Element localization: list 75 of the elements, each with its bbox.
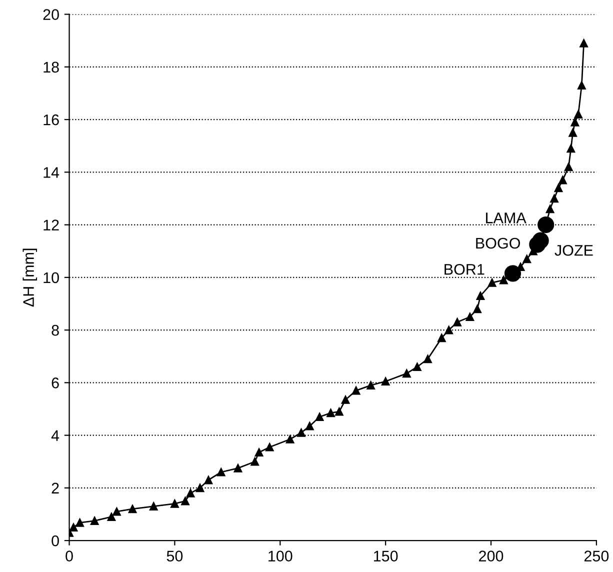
point: [564, 162, 573, 172]
point: [112, 507, 121, 516]
point: [578, 81, 586, 90]
point: [305, 422, 314, 430]
point: [297, 428, 306, 437]
point: [550, 194, 558, 203]
x-tick-label: 100: [268, 550, 292, 562]
point: [335, 407, 344, 416]
y-tick-label: 14: [44, 167, 60, 178]
point: [500, 276, 508, 284]
x-tick-label: 50: [166, 550, 183, 562]
y-tick-label: 4: [51, 430, 60, 441]
point: [69, 523, 78, 532]
y-tick-label: 2: [52, 482, 59, 494]
point: [381, 377, 390, 386]
point: [438, 334, 446, 342]
point: [107, 512, 116, 522]
point: [504, 265, 522, 282]
point: [76, 518, 84, 527]
point: [315, 412, 324, 422]
point: [444, 326, 454, 334]
point: [558, 176, 567, 184]
x-tick-label: 200: [479, 550, 504, 562]
point: [466, 312, 474, 322]
point: [149, 502, 158, 510]
point: [234, 464, 242, 472]
point: [186, 489, 195, 498]
y-tick-label: 6: [52, 378, 59, 388]
x-tick-label: 250: [584, 550, 609, 562]
point: [265, 442, 274, 452]
point: [90, 516, 99, 525]
point: [196, 484, 204, 492]
point: [580, 39, 588, 48]
point: [532, 232, 549, 249]
point: [286, 435, 294, 444]
y-tick-label: 20: [43, 9, 59, 20]
point: [522, 254, 532, 264]
annotation: BOGO: [476, 238, 520, 249]
point: [128, 504, 137, 514]
point: [574, 110, 582, 118]
x-tick-label: 150: [374, 550, 398, 562]
y-tick-label: 8: [52, 324, 59, 336]
point: [570, 118, 580, 126]
y-tick-label: 18: [44, 62, 59, 73]
point: [566, 144, 576, 153]
point: [568, 128, 577, 137]
point: [170, 500, 179, 508]
y-tick-label: 10: [44, 272, 59, 284]
point: [250, 457, 260, 466]
point: [546, 204, 554, 214]
annotation: LAMA: [486, 212, 526, 224]
point: [341, 396, 350, 404]
point: [326, 408, 335, 418]
point: [216, 468, 226, 476]
point: [181, 496, 190, 506]
point: [254, 448, 264, 457]
point: [402, 369, 411, 378]
point: [476, 292, 485, 300]
point: [488, 278, 496, 287]
point: [413, 362, 422, 372]
point: [453, 318, 462, 326]
y-tick-label: 0: [52, 535, 59, 546]
y-tick-label: 16: [44, 114, 59, 126]
x-tick-label: 0: [66, 550, 73, 562]
point: [204, 476, 213, 484]
point: [366, 381, 375, 390]
y-tick-label: 12: [44, 220, 59, 230]
point: [554, 184, 563, 192]
point: [424, 354, 432, 364]
point: [352, 386, 360, 395]
annotation: JOZE: [554, 244, 593, 256]
annotation: BOR1: [444, 264, 484, 275]
point: [473, 304, 482, 314]
y-axis-title: ΔH [mm]: [22, 248, 37, 307]
point: [538, 216, 554, 234]
